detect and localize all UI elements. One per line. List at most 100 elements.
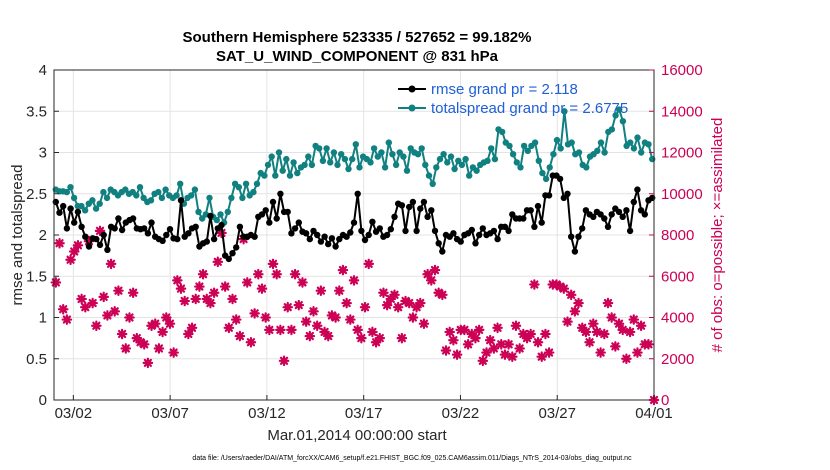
obs-count-marker [341,297,352,309]
totalspread-point [542,175,550,183]
totalspread-point [345,165,352,173]
rmse-point [428,207,435,214]
obs-count-marker [481,347,492,358]
totalspread-point [188,192,195,199]
obs-count-marker [153,343,165,354]
rmse-point [291,225,299,232]
obs-count-marker [179,295,190,307]
rmse-point [409,198,417,206]
rmse-point [369,218,376,225]
y-tick-label-right: 10000 [661,186,703,203]
rmse-point [185,230,192,237]
obs-count-marker [426,275,437,286]
rmse-point [350,219,358,226]
obs-count-marker [543,347,555,358]
obs-count-marker [554,281,566,292]
rmse-point [545,192,553,199]
obs-count-marker [160,312,172,323]
rmse-point [56,209,63,216]
totalspread-point [228,194,235,202]
obs-count-marker [68,246,80,257]
totalspread-point [235,184,242,191]
rmse-point [582,207,590,214]
obs-count-marker [536,351,548,362]
obs-count-marker [330,312,341,323]
totalspread-point [436,155,444,163]
rmse-point [93,235,100,243]
totalspread-point [462,155,469,163]
obs-count-marker [558,283,570,294]
legend-spread-marker [408,104,416,112]
y-tick-label-left: 1.5 [26,268,47,285]
totalspread-point [484,157,491,164]
legend: rmse grand pr = 2.118 totalspread grand … [398,81,628,117]
obs-count-marker [113,285,124,296]
rmse-point [450,230,457,237]
totalspread-point [619,118,627,125]
totalspread-point [367,159,374,166]
obs-count-marker [345,314,356,325]
obs-count-marker [595,347,606,358]
obs-count-marker [514,343,525,354]
obs-count-marker [271,268,282,280]
totalspread-point [583,164,590,171]
y-axis-label-right: # of obs: o=possible; ×=assimilated [709,118,726,353]
totalspread-point [89,197,96,204]
obs-count-marker [322,330,334,342]
rmse-point [354,190,361,197]
totalspread-point [440,151,447,158]
obs-count-marker [411,301,422,313]
obs-count-marker [378,287,389,299]
obs-count-marker [190,293,202,305]
obs-count-marker [249,308,260,319]
totalspread-point [455,157,462,164]
rmse-point [60,202,67,210]
rmse-point [435,240,442,247]
totalspread-point [242,180,250,187]
totalspread-point [601,149,608,156]
obs-count-marker [525,328,536,340]
obs-count-marker [518,328,529,340]
y-axis-right: 0 2000 4000 6000 8000 10000 12000 14000 16000 [649,62,703,409]
obs-count-marker [591,326,603,338]
totalspread-point [597,139,605,146]
rmse-point [398,202,406,209]
totalspread-point [616,106,623,113]
obs-count-marker [503,339,514,350]
legend-rmse-marker [408,85,416,93]
obs-count-marker [87,297,98,309]
y-tick-label-left: 0.5 [26,351,47,368]
obs-count-marker [241,277,253,288]
obs-count-marker [61,314,73,325]
obs-count-marker [230,314,242,325]
rmse-point [534,202,542,210]
obs-count-marker [149,318,161,329]
totalspread-point [447,153,455,160]
obs-count-marker [168,347,179,358]
totalspread-point [67,184,74,191]
obs-count-marker [282,301,294,313]
totalspread-point [272,172,279,179]
rmse-point [431,227,439,235]
totalspread-point [349,155,356,163]
rmse-point [207,212,214,220]
x-tick-label: 03/12 [248,405,286,422]
totalspread-point [213,216,220,224]
obs-count-marker [124,312,135,323]
rmse-point [236,223,244,230]
obs-count-marker [275,324,286,336]
totalspread-point [539,169,546,177]
rmse-point [347,229,354,236]
totalspread-point [451,165,458,173]
totalspread-point [264,161,272,169]
rmse-point [63,225,71,232]
legend-rmse-label: rmse grand pr = 2.118 [431,81,578,98]
obs-count-marker [606,312,617,323]
rmse-point [302,230,310,237]
obs-count-marker [451,349,463,360]
totalspread-point [568,139,575,146]
totalspread-point [524,147,531,154]
rmse-point [391,213,398,220]
obs-count-marker [643,339,654,350]
